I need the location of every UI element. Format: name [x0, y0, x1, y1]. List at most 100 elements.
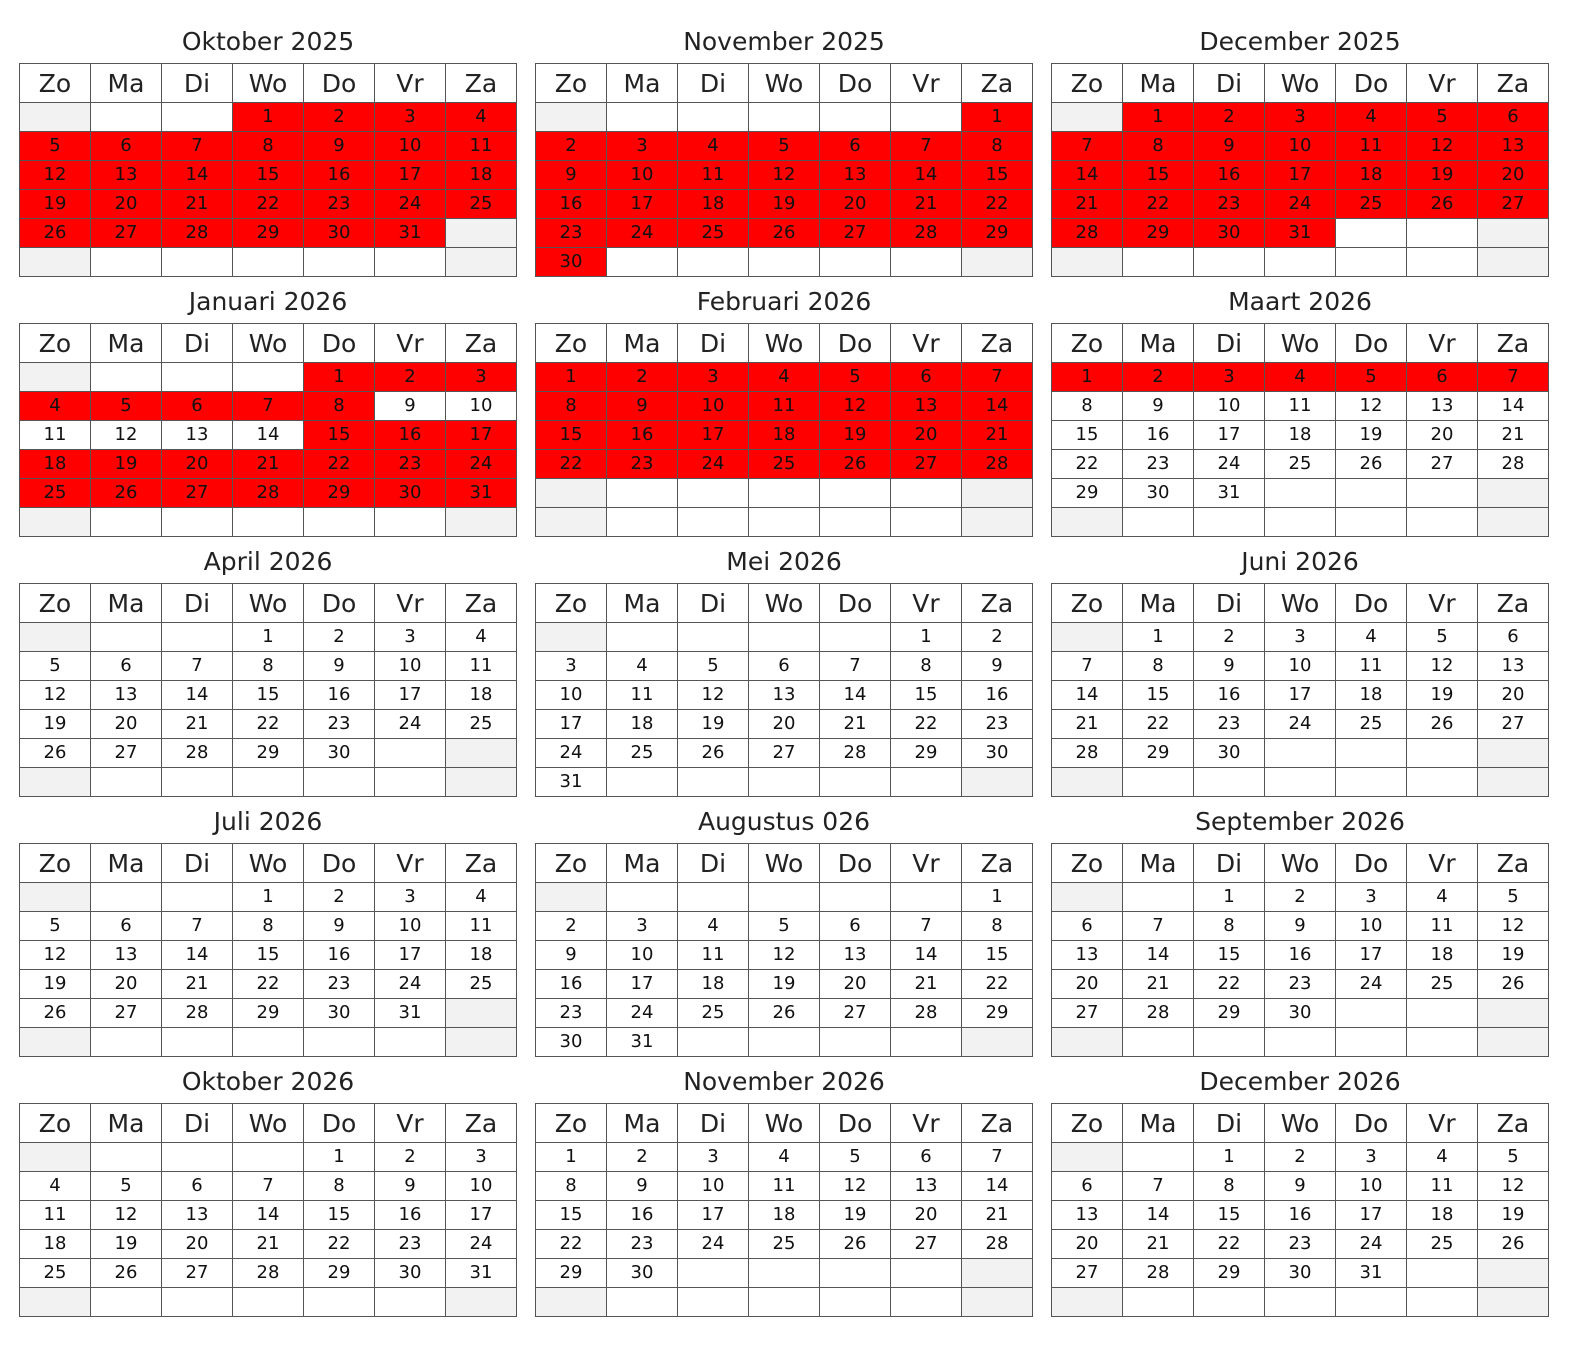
day-cell-booked[interactable]: 13	[890, 391, 962, 421]
day-cell-booked[interactable]: 29	[232, 218, 304, 248]
day-cell-booked[interactable]: 5	[90, 391, 162, 421]
day-cell[interactable]: 17	[606, 969, 678, 999]
day-cell[interactable]: 13	[748, 680, 820, 710]
day-cell[interactable]: 30	[606, 1258, 678, 1288]
day-cell[interactable]: 26	[19, 998, 91, 1028]
day-cell[interactable]: 22	[232, 969, 304, 999]
day-cell[interactable]: 21	[1051, 709, 1123, 739]
day-cell[interactable]: 11	[19, 420, 91, 450]
day-cell[interactable]: 14	[161, 680, 233, 710]
day-cell[interactable]: 6	[1051, 911, 1123, 941]
day-cell-booked[interactable]: 10	[374, 131, 446, 161]
day-cell[interactable]: 27	[890, 1229, 962, 1259]
day-cell-booked[interactable]: 30	[535, 247, 607, 277]
day-cell-booked[interactable]: 20	[90, 189, 162, 219]
day-cell[interactable]: 5	[19, 651, 91, 681]
day-cell[interactable]: 12	[677, 680, 749, 710]
day-cell[interactable]: 29	[303, 1258, 375, 1288]
day-cell[interactable]: 17	[535, 709, 607, 739]
day-cell-booked[interactable]: 2	[535, 131, 607, 161]
day-cell[interactable]: 20	[748, 709, 820, 739]
day-cell[interactable]: 15	[1193, 1200, 1265, 1230]
day-cell[interactable]: 18	[748, 1200, 820, 1230]
day-cell-booked[interactable]: 6	[819, 131, 891, 161]
day-cell[interactable]: 28	[961, 1229, 1033, 1259]
day-cell-booked[interactable]: 26	[819, 449, 891, 479]
day-cell[interactable]: 3	[374, 622, 446, 652]
day-cell[interactable]: 28	[1477, 449, 1549, 479]
day-cell-booked[interactable]: 13	[90, 160, 162, 190]
day-cell-booked[interactable]: 1	[1051, 362, 1123, 392]
day-cell-booked[interactable]: 14	[961, 391, 1033, 421]
day-cell-booked[interactable]: 24	[374, 189, 446, 219]
day-cell-booked[interactable]: 16	[1193, 160, 1265, 190]
day-cell-booked[interactable]: 4	[445, 102, 517, 132]
day-cell[interactable]: 14	[890, 940, 962, 970]
day-cell[interactable]: 2	[303, 622, 375, 652]
day-cell[interactable]: 4	[1335, 622, 1407, 652]
day-cell[interactable]: 12	[1335, 391, 1407, 421]
day-cell[interactable]: 12	[1477, 911, 1549, 941]
day-cell[interactable]: 5	[677, 651, 749, 681]
day-cell[interactable]: 30	[535, 1027, 607, 1057]
day-cell-booked[interactable]: 12	[748, 160, 820, 190]
day-cell[interactable]: 3	[1264, 622, 1336, 652]
day-cell[interactable]: 23	[1264, 969, 1336, 999]
day-cell[interactable]: 12	[90, 420, 162, 450]
day-cell-booked[interactable]: 11	[748, 391, 820, 421]
day-cell-booked[interactable]: 31	[445, 478, 517, 508]
day-cell[interactable]: 14	[232, 420, 304, 450]
day-cell[interactable]: 24	[374, 709, 446, 739]
day-cell[interactable]: 3	[445, 1142, 517, 1172]
day-cell-booked[interactable]: 19	[819, 420, 891, 450]
day-cell[interactable]: 29	[1193, 998, 1265, 1028]
day-cell-booked[interactable]: 26	[19, 218, 91, 248]
day-cell[interactable]: 15	[535, 1200, 607, 1230]
day-cell[interactable]: 28	[161, 998, 233, 1028]
day-cell[interactable]: 23	[535, 998, 607, 1028]
day-cell-booked[interactable]: 5	[748, 131, 820, 161]
day-cell-booked[interactable]: 21	[1051, 189, 1123, 219]
day-cell[interactable]: 23	[606, 1229, 678, 1259]
day-cell-booked[interactable]: 7	[890, 131, 962, 161]
day-cell[interactable]: 19	[1477, 940, 1549, 970]
day-cell[interactable]: 2	[1264, 882, 1336, 912]
day-cell[interactable]: 29	[961, 998, 1033, 1028]
day-cell[interactable]: 15	[303, 1200, 375, 1230]
day-cell[interactable]: 21	[1477, 420, 1549, 450]
day-cell[interactable]: 20	[819, 969, 891, 999]
day-cell-booked[interactable]: 17	[606, 189, 678, 219]
day-cell[interactable]: 22	[535, 1229, 607, 1259]
day-cell[interactable]: 30	[1264, 1258, 1336, 1288]
day-cell[interactable]: 1	[303, 1142, 375, 1172]
day-cell[interactable]: 9	[374, 1171, 446, 1201]
day-cell[interactable]: 8	[303, 1171, 375, 1201]
day-cell[interactable]: 5	[90, 1171, 162, 1201]
day-cell[interactable]: 11	[445, 911, 517, 941]
day-cell-booked[interactable]: 1	[232, 102, 304, 132]
day-cell[interactable]: 14	[819, 680, 891, 710]
day-cell[interactable]: 6	[1477, 622, 1549, 652]
day-cell[interactable]: 17	[374, 940, 446, 970]
day-cell[interactable]: 11	[1406, 911, 1478, 941]
day-cell[interactable]: 19	[19, 969, 91, 999]
day-cell-booked[interactable]: 6	[1477, 102, 1549, 132]
day-cell[interactable]: 7	[819, 651, 891, 681]
day-cell-booked[interactable]: 1	[535, 362, 607, 392]
day-cell[interactable]: 17	[1264, 680, 1336, 710]
day-cell[interactable]: 1	[535, 1142, 607, 1172]
day-cell[interactable]: 12	[19, 680, 91, 710]
day-cell[interactable]: 12	[19, 940, 91, 970]
day-cell[interactable]: 6	[819, 911, 891, 941]
day-cell[interactable]: 17	[445, 1200, 517, 1230]
day-cell[interactable]: 21	[819, 709, 891, 739]
day-cell[interactable]: 6	[1051, 1171, 1123, 1201]
day-cell[interactable]: 27	[1051, 998, 1123, 1028]
day-cell[interactable]: 8	[890, 651, 962, 681]
day-cell[interactable]: 3	[1335, 1142, 1407, 1172]
day-cell[interactable]: 23	[961, 709, 1033, 739]
day-cell[interactable]: 13	[161, 1200, 233, 1230]
day-cell-booked[interactable]: 18	[1335, 160, 1407, 190]
day-cell[interactable]: 28	[1122, 1258, 1194, 1288]
day-cell[interactable]: 21	[161, 969, 233, 999]
